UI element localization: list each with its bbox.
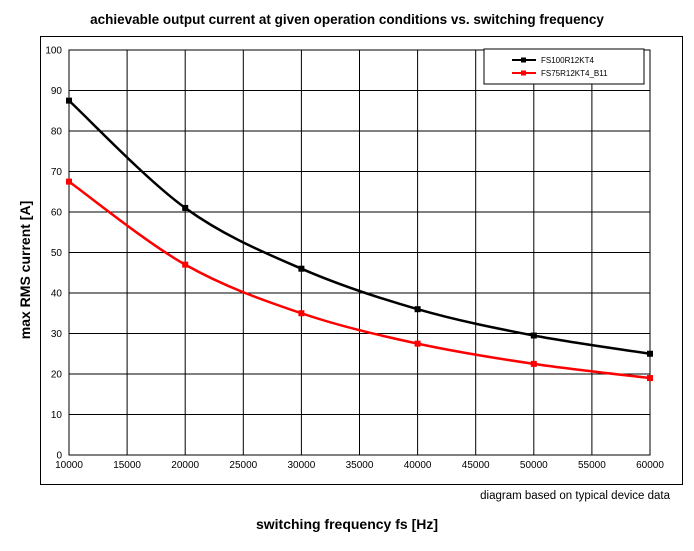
series-line-1 (68, 99, 651, 355)
x-axis-label: switching frequency fs [Hz] (255, 516, 439, 532)
data-point (66, 97, 72, 104)
y-tick-label: 20 (51, 370, 63, 381)
y-tick-label: 100 (45, 46, 62, 57)
data-point (182, 204, 189, 211)
y-tick-label: 10 (51, 410, 63, 421)
data-point (530, 332, 537, 339)
y-axis-label: max RMS current [A] (17, 200, 33, 340)
x-tick-label: 20000 (171, 460, 199, 471)
y-tick-labels: 0 10 20 30 40 50 60 70 80 90 100 (45, 46, 62, 462)
data-point (647, 350, 653, 357)
x-tick-label: 35000 (346, 460, 374, 471)
y-tick-label: 40 (51, 289, 63, 300)
x-tick-label: 55000 (578, 460, 606, 471)
y-tick-label: 0 (56, 451, 62, 462)
x-tick-labels: 10000 15000 20000 25000 30000 35000 40000 45000… (55, 460, 664, 471)
x-tick-label: 25000 (229, 460, 257, 471)
x-tick-label: 60000 (636, 460, 664, 471)
data-point (182, 261, 189, 268)
x-tick-label: 40000 (404, 460, 432, 471)
data-series (66, 97, 653, 382)
chart-title: achievable output current at given opera… (90, 12, 604, 27)
y-tick-label: 70 (51, 167, 63, 178)
legend-label: FS75R12KT4_B11 (541, 69, 608, 78)
chart-frame: 10000 15000 20000 25000 30000 35000 40000 45000… (40, 36, 683, 485)
data-source-note: diagram based on typical device data (480, 490, 670, 502)
x-tick-label: 30000 (287, 460, 315, 471)
data-point (66, 178, 72, 185)
data-point (298, 265, 305, 272)
series-line-2 (68, 180, 651, 380)
x-tick-label: 10000 (55, 460, 83, 471)
y-tick-label: 50 (51, 248, 63, 259)
x-tick-label: 45000 (462, 460, 490, 471)
legend-swatch-marker (521, 70, 526, 76)
y-tick-label: 60 (51, 208, 63, 219)
y-tick-label: 30 (51, 329, 63, 340)
data-point (414, 340, 421, 347)
y-tick-label: 80 (51, 127, 63, 138)
chart-plot: 10000 15000 20000 25000 30000 35000 40000 45000… (45, 46, 664, 472)
grid-lines (68, 49, 651, 456)
axes (68, 49, 651, 456)
legend: FS100R12KT4 FS75R12KT4_B11 (483, 48, 645, 85)
legend-label: FS100R12KT4 (541, 56, 594, 65)
y-tick-label: 90 (51, 86, 63, 97)
legend-box (483, 48, 645, 85)
x-tick-label: 15000 (113, 460, 141, 471)
data-point (298, 310, 305, 317)
legend-swatch-marker (521, 57, 526, 63)
plot-border (68, 49, 651, 456)
x-tick-label: 50000 (520, 460, 548, 471)
data-point (530, 360, 537, 367)
data-point (647, 375, 653, 382)
data-point (414, 306, 421, 313)
